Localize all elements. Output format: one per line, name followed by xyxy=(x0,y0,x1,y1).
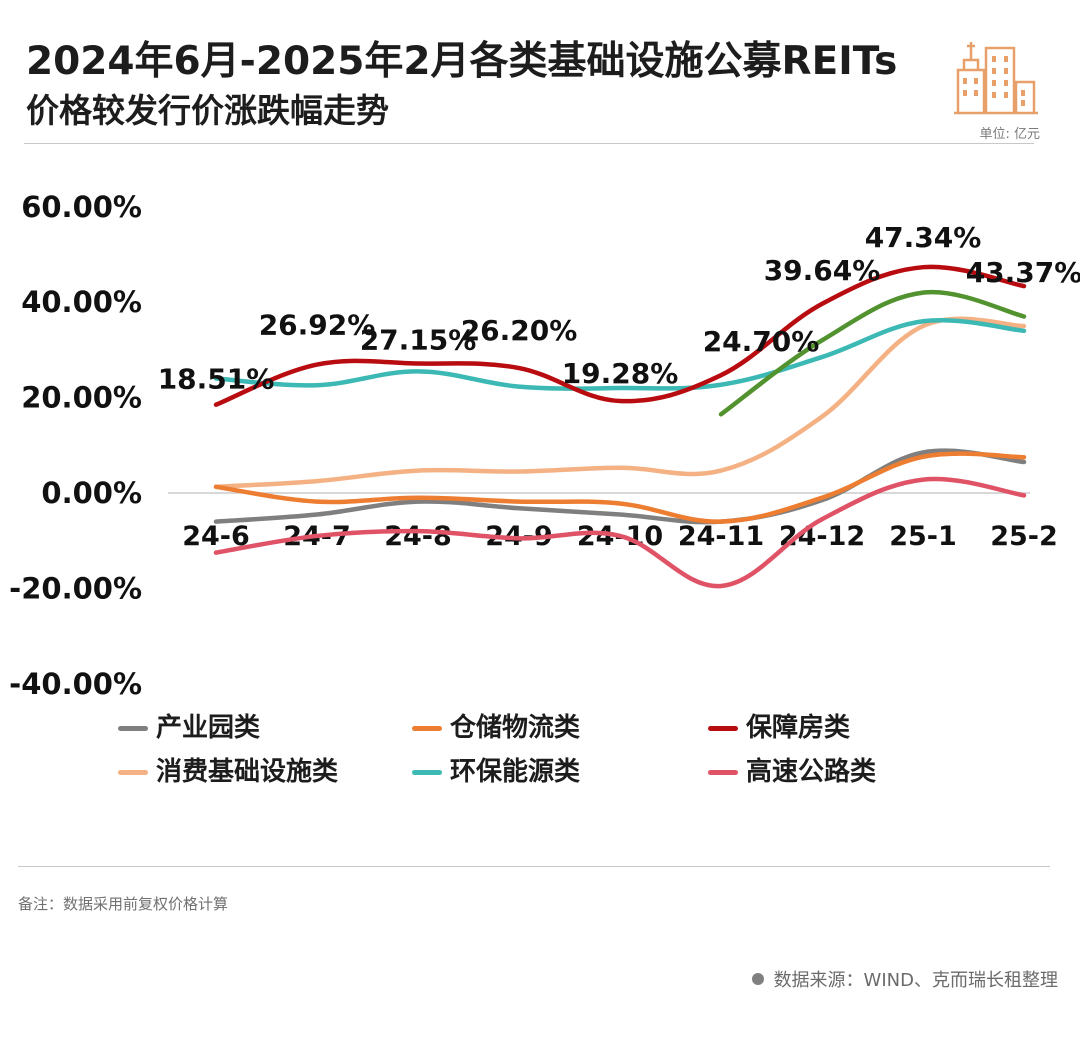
data-label: 47.34% xyxy=(865,221,982,254)
data-label: 39.64% xyxy=(764,254,881,287)
y-tick-label: 20.00% xyxy=(21,381,142,415)
legend-label: 仓储物流类 xyxy=(450,713,581,743)
unit-label: 单位: 亿元 xyxy=(979,127,1040,142)
legend-swatch xyxy=(412,770,442,775)
series-line-0 xyxy=(213,448,1027,525)
legend-label: 环保能源类 xyxy=(450,757,581,787)
series-line-3 xyxy=(213,316,1027,490)
legend-swatch xyxy=(708,726,738,731)
data-source: 数据来源：WIND、克而瑞长租整理 xyxy=(751,966,1058,992)
header-divider xyxy=(24,143,1034,144)
x-tick-label: 25-1 xyxy=(889,521,957,552)
footer-divider xyxy=(18,866,1050,867)
series-line-6 xyxy=(718,289,1027,417)
data-source-text: 数据来源：WIND、克而瑞长租整理 xyxy=(773,970,1058,991)
bullet-icon xyxy=(751,973,764,985)
legend-swatch xyxy=(708,770,738,775)
legend-swatch xyxy=(118,726,148,731)
legend-label: 高速公路类 xyxy=(746,757,877,787)
y-tick-label: -20.00% xyxy=(9,571,142,605)
footnote: 备注：数据采用前复权价格计算 xyxy=(18,895,229,913)
x-tick-label: 24-12 xyxy=(779,521,865,552)
legend-label: 产业园类 xyxy=(156,713,261,743)
series-line-2 xyxy=(213,264,1027,407)
data-label: 27.15% xyxy=(360,323,477,356)
data-label: 26.20% xyxy=(461,314,578,347)
y-tick-label: 0.00% xyxy=(41,476,142,510)
y-tick-label: 60.00% xyxy=(21,190,142,224)
legend-swatch xyxy=(412,726,442,731)
series-line-4 xyxy=(213,317,1027,391)
data-label: 18.51% xyxy=(158,363,275,396)
data-label: 43.37% xyxy=(966,256,1080,289)
x-tick-label: 25-2 xyxy=(990,521,1058,552)
legend-swatch xyxy=(118,770,148,775)
chart-subtitle: 价格较发行价涨跌幅走势 xyxy=(26,91,389,130)
series-line-1 xyxy=(213,451,1027,524)
x-tick-label: 24-8 xyxy=(384,521,452,552)
legend-label: 保障房类 xyxy=(746,713,851,743)
building-logo-icon xyxy=(954,42,1038,115)
y-tick-label: -40.00% xyxy=(9,667,142,701)
chart-title: 2024年6月-2025年2月各类基础设施公募REITs xyxy=(26,39,898,84)
y-tick-label: 40.00% xyxy=(21,285,142,319)
data-label: 24.70% xyxy=(703,325,820,358)
line-chart: 60.00% 40.00% 20.00% 0.00% -20.00% -40.00% 24-… xyxy=(9,190,1080,701)
x-tick-label: 24-11 xyxy=(678,521,764,552)
data-label: 19.28% xyxy=(562,357,679,390)
data-label: 26.92% xyxy=(259,309,376,342)
series-line-5 xyxy=(213,476,1027,589)
legend-label: 消费基础设施类 xyxy=(156,757,339,787)
